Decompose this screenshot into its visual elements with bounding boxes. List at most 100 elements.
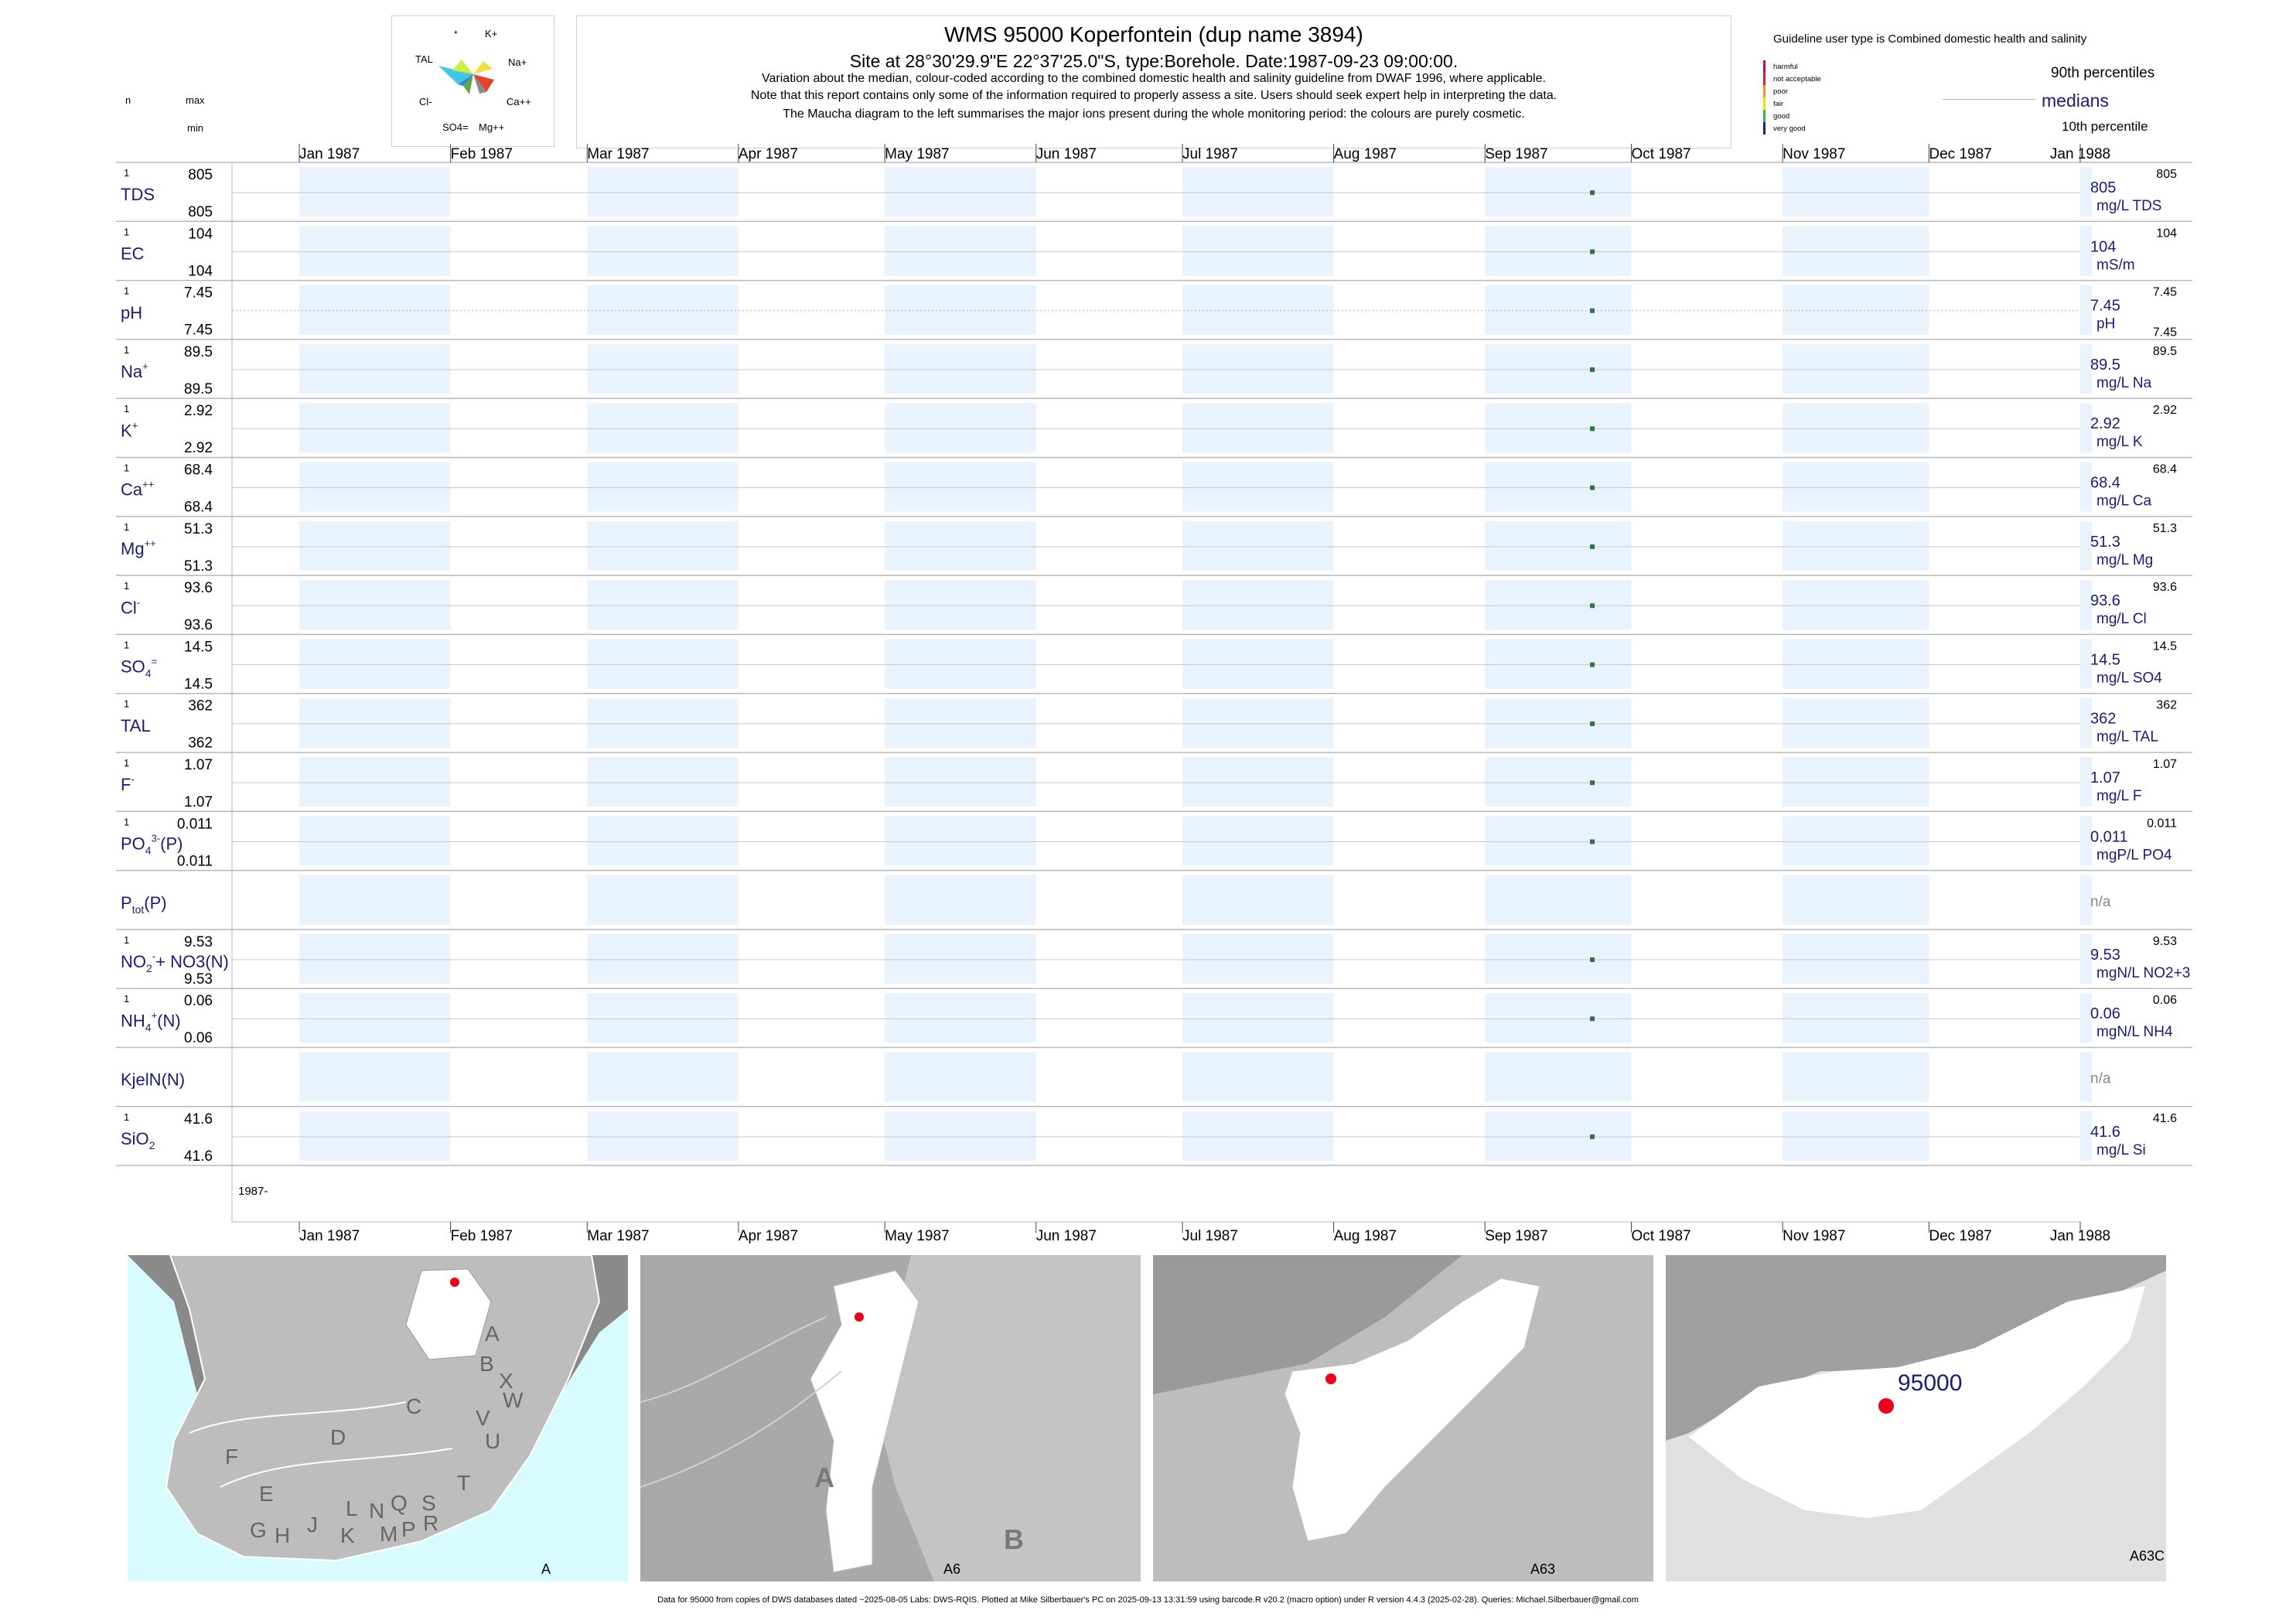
parameter-label: PO43-(P) [121,832,183,856]
month-band [1783,1052,1929,1102]
medians-legend: medians [2042,90,2109,111]
median-value: 9.53 [2090,947,2120,964]
map-a-letter: G [250,1518,267,1542]
median-value: 89.5 [2090,357,2120,374]
p10-value: 7.45 [2153,326,2177,339]
unit-label: mg/L TAL [2096,729,2158,745]
x-tick-label-top: Jan 1988 [2050,146,2110,162]
month-band [885,580,1036,630]
x-tick-label-bottom: Oct 1987 [1632,1228,1691,1244]
map-a6-letter-a: A [814,1462,834,1493]
parameter-label: Ca++ [121,479,154,500]
month-band [885,1052,1036,1102]
month-band [299,343,451,394]
legend-class-item: good [1763,110,1789,122]
month-band [885,639,1036,689]
month-band [885,875,1036,925]
legend-class-swatch [1763,110,1765,122]
maucha-label-na: Na+ [508,56,527,68]
unit-label: mg/L F [2096,788,2141,804]
x-tick-label-top: May 1987 [885,146,949,162]
month-band [1182,639,1334,689]
month-band [587,698,739,748]
month-band [1783,462,1929,512]
month-band [587,1111,739,1162]
sample-count: 1 [124,1111,129,1123]
map-a6-region-b [872,1255,1141,1581]
median-value: 2.92 [2090,415,2120,432]
parameter-label: Cl- [121,596,140,617]
site-subtitle: Site at 28°30'29.9"E 22°37'25.0"S, type:… [849,51,1458,71]
month-band [1182,403,1334,453]
month-band [587,993,739,1043]
month-band [885,698,1036,748]
data-marks [1590,190,1595,1139]
sample-count: 1 [124,698,129,710]
sample-count: 1 [124,934,129,946]
max-value: 805 [188,167,213,183]
month-band [587,167,739,217]
month-band [885,226,1036,276]
data-point [1590,780,1595,786]
month-band [1182,1052,1334,1102]
p90-value: 9.53 [2153,935,2177,948]
median-value: 1.07 [2090,769,2120,786]
maucha-label-tal: TAL [415,53,433,65]
month-band [2080,875,2092,925]
x-tick-label-top: Dec 1987 [1929,146,1991,162]
month-band [1485,226,1632,276]
x-tick-label-top: Aug 1987 [1334,146,1397,162]
p10-legend: 10th percentile [2062,119,2148,134]
month-band [1783,816,1929,866]
footer-credits: Data for 95000 from copies of DWS databa… [657,1595,1639,1605]
month-band [1485,1052,1632,1102]
month-band [299,875,451,925]
p90-value: 7.45 [2153,286,2177,299]
month-band [885,462,1036,512]
map-a-letter: W [503,1388,524,1412]
x-tick-label-bottom: May 1987 [885,1228,949,1244]
month-band [885,933,1036,984]
month-band [1182,1111,1334,1162]
month-band [299,933,451,984]
map-a63-site-dot [1325,1373,1336,1384]
axis-ticks: Jan 1987 Jan 1987 Feb 1987 Feb 1987 Mar 1987… [238,144,2110,1244]
map-a6-catchment [810,1270,919,1573]
month-band [885,993,1036,1043]
map-a-letter: C [406,1394,421,1418]
month-band [1182,816,1334,866]
month-band [885,285,1036,335]
month-band [1182,757,1334,807]
map-panel-a6: A B A6 [640,1255,1141,1581]
unit-label: mg/L Mg [2096,552,2153,568]
p90-value: 68.4 [2153,463,2177,476]
p90-value: 93.6 [2153,581,2177,594]
month-band [2080,993,2092,1043]
sample-count: 1 [124,757,129,769]
maucha-label-k: K+ [485,28,497,39]
month-bands [299,167,2092,1162]
month-band [1182,520,1334,571]
month-band [1182,285,1334,335]
map-a-letter: S [421,1491,436,1515]
p90-value: 2.92 [2153,404,2177,417]
p90-value: 0.06 [2153,994,2177,1007]
map-a63-dark-region [1153,1255,1462,1394]
month-band [1182,933,1334,984]
min-value: 2.92 [184,440,213,456]
month-band [885,816,1036,866]
x-tick-label-top: Feb 1987 [451,146,513,162]
maucha-cl-petal [458,74,473,86]
unit-label: mg/L Na [2096,375,2152,391]
maucha-label-ca: Ca++ [507,96,531,107]
map-a-letter: M [380,1522,397,1546]
month-band [299,757,451,807]
max-value: 1.07 [184,757,213,773]
map-a-letter: B [479,1352,494,1376]
map-a63c-site-dot [1878,1398,1894,1414]
x-tick-label-bottom: Aug 1987 [1334,1228,1397,1244]
median-value: 68.4 [2090,475,2120,492]
maucha-label-star: * [454,29,458,39]
median-na: n/a [2090,894,2111,910]
x-tick-label-top: Jun 1987 [1036,146,1097,162]
